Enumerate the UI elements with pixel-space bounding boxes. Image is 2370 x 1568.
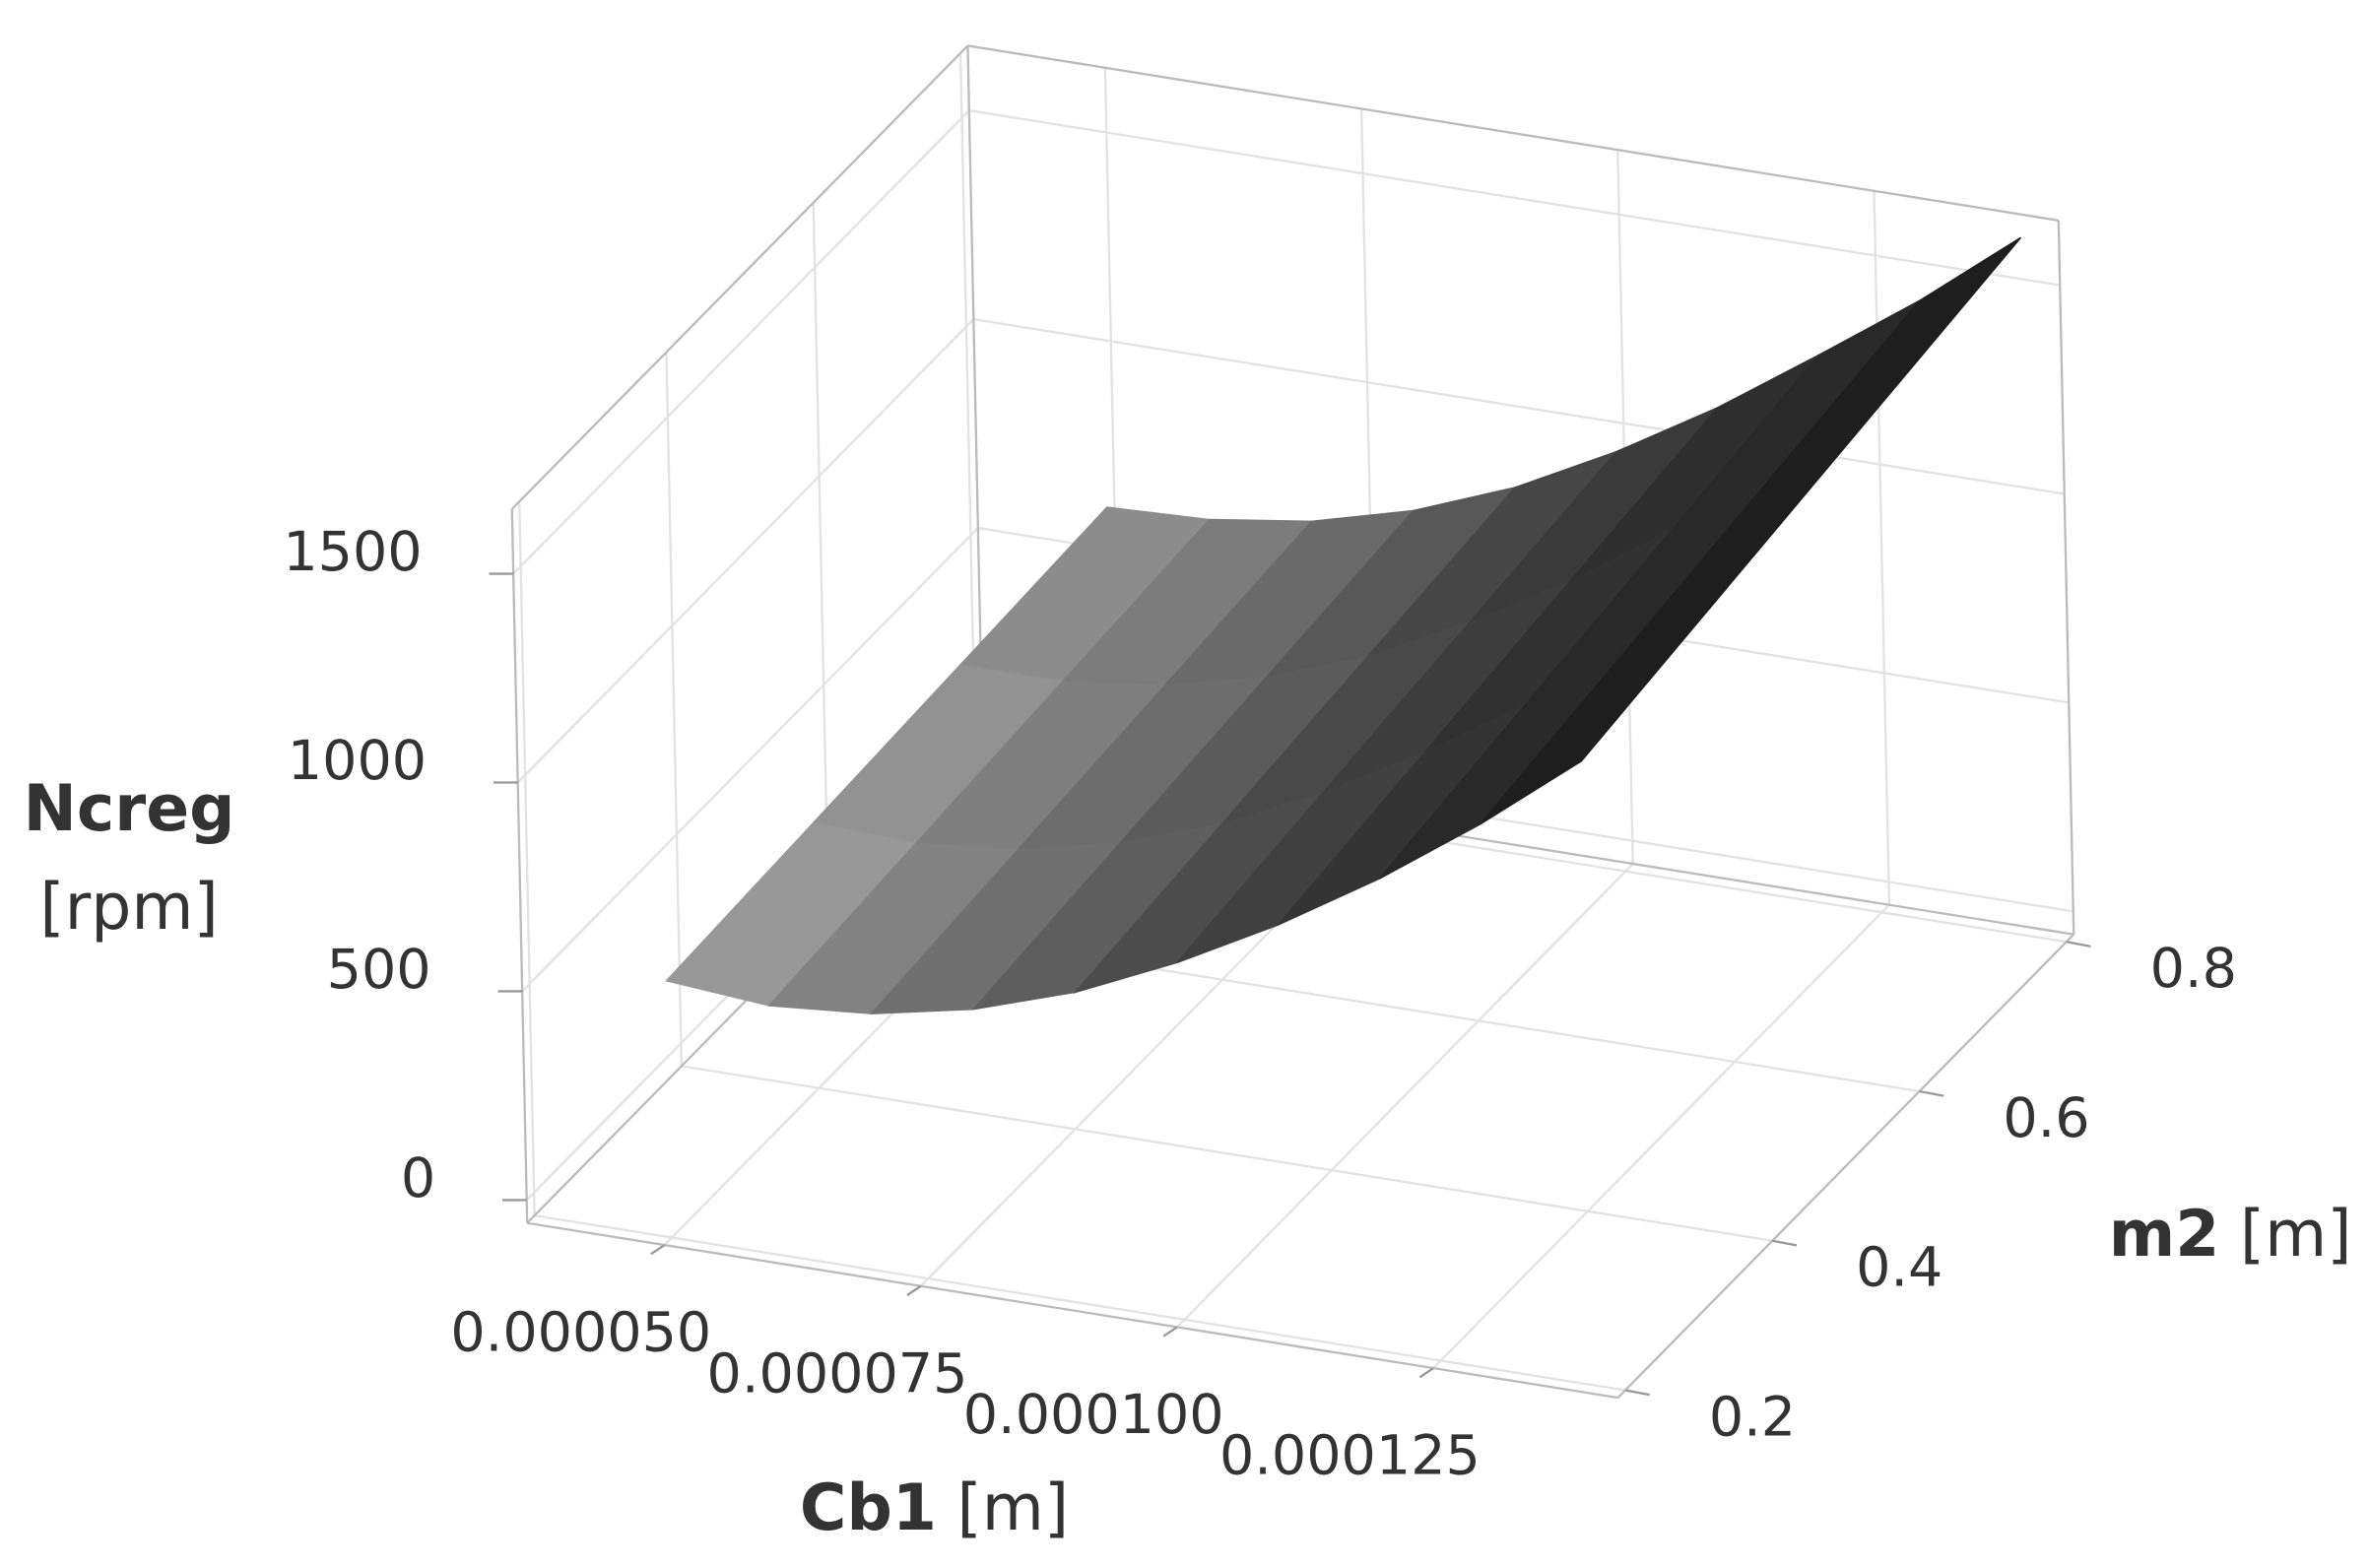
surface bbox=[665, 236, 2022, 1014]
box-edge bbox=[510, 44, 969, 510]
grid-line bbox=[512, 109, 970, 575]
grid-line bbox=[665, 352, 684, 1067]
box-edge bbox=[526, 1221, 1618, 1400]
y-axis-label: m2 [m] bbox=[2109, 1198, 2352, 1272]
grid-line bbox=[534, 1213, 1626, 1392]
tick-mark bbox=[1624, 1389, 1650, 1397]
grid-line bbox=[518, 501, 536, 1216]
x-tick-label: 0.000100 bbox=[963, 1383, 1224, 1447]
grid-line bbox=[812, 202, 830, 917]
y-tick-label: 0.6 bbox=[2003, 1086, 2089, 1150]
y-axis-name: m2 bbox=[2109, 1198, 2220, 1272]
box-edge bbox=[2057, 220, 2075, 935]
box-edge bbox=[510, 508, 529, 1223]
tick-mark bbox=[1418, 1367, 1434, 1379]
x-tick-label: 0.000125 bbox=[1219, 1424, 1481, 1488]
tick-mark bbox=[1919, 1089, 1944, 1097]
grid-line bbox=[1176, 863, 1634, 1329]
y-tick-label: 0.8 bbox=[2150, 937, 2237, 1001]
z-tick-label: 1500 bbox=[283, 520, 422, 584]
surface-patch bbox=[1772, 236, 2022, 476]
z-tick-label: 500 bbox=[327, 938, 431, 1002]
grid-line bbox=[1873, 190, 1891, 905]
z-axis-name: Ncreg bbox=[24, 772, 235, 846]
box-edge bbox=[966, 45, 985, 760]
labels: 0 500 1000 1500 0.0000500.0000750.0001000.00… bbox=[283, 520, 2237, 1488]
box-edge bbox=[967, 44, 2060, 222]
y-tick-label: 0.2 bbox=[1709, 1385, 1796, 1449]
grid-line bbox=[681, 1065, 1773, 1242]
x-tick-label: 0.000075 bbox=[707, 1341, 968, 1405]
grid-line bbox=[958, 53, 977, 767]
grid-line bbox=[516, 318, 975, 784]
z-tick-label: 0 bbox=[401, 1146, 435, 1210]
y-axis-unit: [m] bbox=[2240, 1198, 2352, 1272]
grid-line bbox=[973, 317, 2065, 495]
grid-line bbox=[1432, 903, 1890, 1369]
x-axis-unit: [m] bbox=[956, 1470, 1069, 1544]
grid-line bbox=[521, 527, 979, 993]
z-tick-label: 1000 bbox=[288, 729, 427, 793]
y-tick-label: 0.4 bbox=[1856, 1236, 1942, 1300]
tick-mark bbox=[650, 1244, 666, 1256]
x-tick-label: 0.000050 bbox=[450, 1301, 711, 1365]
x-axis-label: Cb1 [m] bbox=[800, 1470, 1069, 1544]
tick-mark bbox=[1772, 1239, 1798, 1247]
tick-mark bbox=[2066, 941, 2091, 948]
surface-patch bbox=[1480, 585, 1729, 825]
tick-mark bbox=[906, 1284, 922, 1296]
x-axis-name: Cb1 bbox=[800, 1470, 937, 1544]
box-edge bbox=[1616, 933, 2075, 1399]
tick-mark bbox=[1162, 1326, 1178, 1338]
z-axis-unit: [rpm] bbox=[39, 871, 218, 945]
grid-line bbox=[968, 109, 2061, 287]
